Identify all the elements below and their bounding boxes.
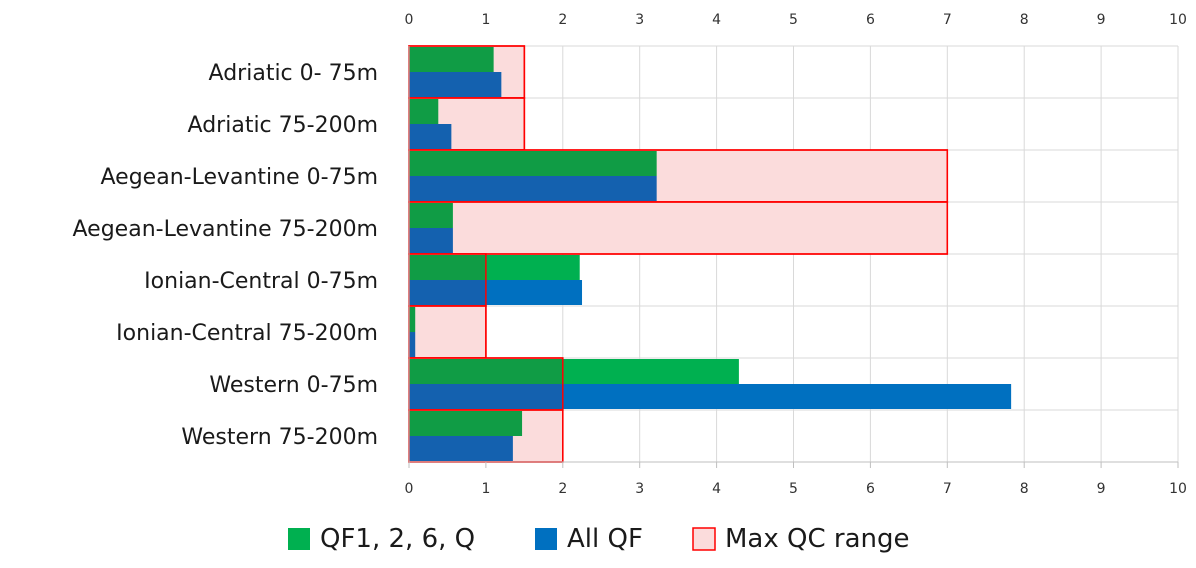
x-tick-label-bottom: 1 — [481, 481, 490, 497]
category-label: Adriatic 0- 75m — [209, 61, 378, 86]
bar-all-qf-overlap — [409, 436, 513, 461]
legend-label: QF1, 2, 6, Q — [320, 524, 475, 554]
x-tick-label-top: 9 — [1097, 12, 1106, 28]
bar-qf-subset-overlap — [409, 307, 416, 332]
x-tick-label-bottom: 6 — [866, 481, 875, 497]
bar-all-qf-overlap — [409, 176, 657, 201]
bar-all-qf-overlap — [409, 280, 486, 305]
x-tick-label-bottom: 7 — [943, 481, 952, 497]
x-tick-label-top: 3 — [635, 12, 644, 28]
bar-qf-subset-overlap — [409, 47, 494, 72]
bars-layer — [408, 45, 1012, 463]
x-tick-label-top: 7 — [943, 12, 952, 28]
bar-qf-subset-overlap — [409, 99, 439, 124]
x-tick-label-top: 10 — [1169, 12, 1187, 28]
x-tick-label-bottom: 0 — [405, 481, 414, 497]
bar-all-qf-overlap — [409, 384, 563, 409]
bar-qf-subset-overlap — [409, 151, 657, 176]
x-tick-label-bottom: 8 — [1020, 481, 1029, 497]
category-label: Western 75-200m — [181, 425, 378, 450]
bar-all-qf-overlap — [409, 228, 453, 253]
x-tick-label-top: 2 — [558, 12, 567, 28]
bar-qf-subset-overlap — [409, 255, 486, 280]
x-tick-label-bottom: 2 — [558, 481, 567, 497]
bar-all-qf-overlap — [409, 332, 416, 357]
bar-qf-subset-overlap — [409, 203, 453, 228]
x-tick-label-bottom: 10 — [1169, 481, 1187, 497]
x-tick-label-top: 5 — [789, 12, 798, 28]
category-label: Adriatic 75-200m — [188, 113, 378, 138]
legend-label: Max QC range — [725, 524, 910, 554]
category-label: Aegean-Levantine 75-200m — [73, 217, 378, 242]
x-tick-label-top: 1 — [481, 12, 490, 28]
legend-swatch — [535, 528, 557, 550]
bar-max-qc-range — [408, 305, 487, 359]
x-tick-label-bottom: 5 — [789, 481, 798, 497]
x-tick-label-top: 4 — [712, 12, 721, 28]
category-label: Aegean-Levantine 0-75m — [101, 165, 378, 190]
bar-all-qf-overlap — [409, 124, 452, 149]
x-tick-label-top: 6 — [866, 12, 875, 28]
x-tick-label-bottom: 4 — [712, 481, 721, 497]
category-label: Ionian-Central 75-200m — [116, 321, 378, 346]
legend: QF1, 2, 6, Q All QF Max QC range — [288, 524, 910, 554]
bar-max-qc-range — [408, 201, 949, 255]
legend-swatch — [692, 527, 716, 551]
legend-swatch — [288, 528, 310, 550]
x-tick-label-bottom: 3 — [635, 481, 644, 497]
x-tick-label-top: 0 — [405, 12, 414, 28]
x-tick-label-bottom: 9 — [1097, 481, 1106, 497]
bar-all-qf-overlap — [409, 72, 502, 97]
bar-qf-subset-overlap — [409, 411, 523, 436]
x-tick-label-top: 8 — [1020, 12, 1029, 28]
legend-label: All QF — [567, 524, 643, 554]
category-label: Western 0-75m — [209, 373, 378, 398]
category-label: Ionian-Central 0-75m — [144, 269, 378, 294]
bar-qf-subset-overlap — [409, 359, 563, 384]
axis-layer: Adriatic 0- 75m Adriatic 75-200m Aegean-Le… — [73, 12, 1187, 497]
